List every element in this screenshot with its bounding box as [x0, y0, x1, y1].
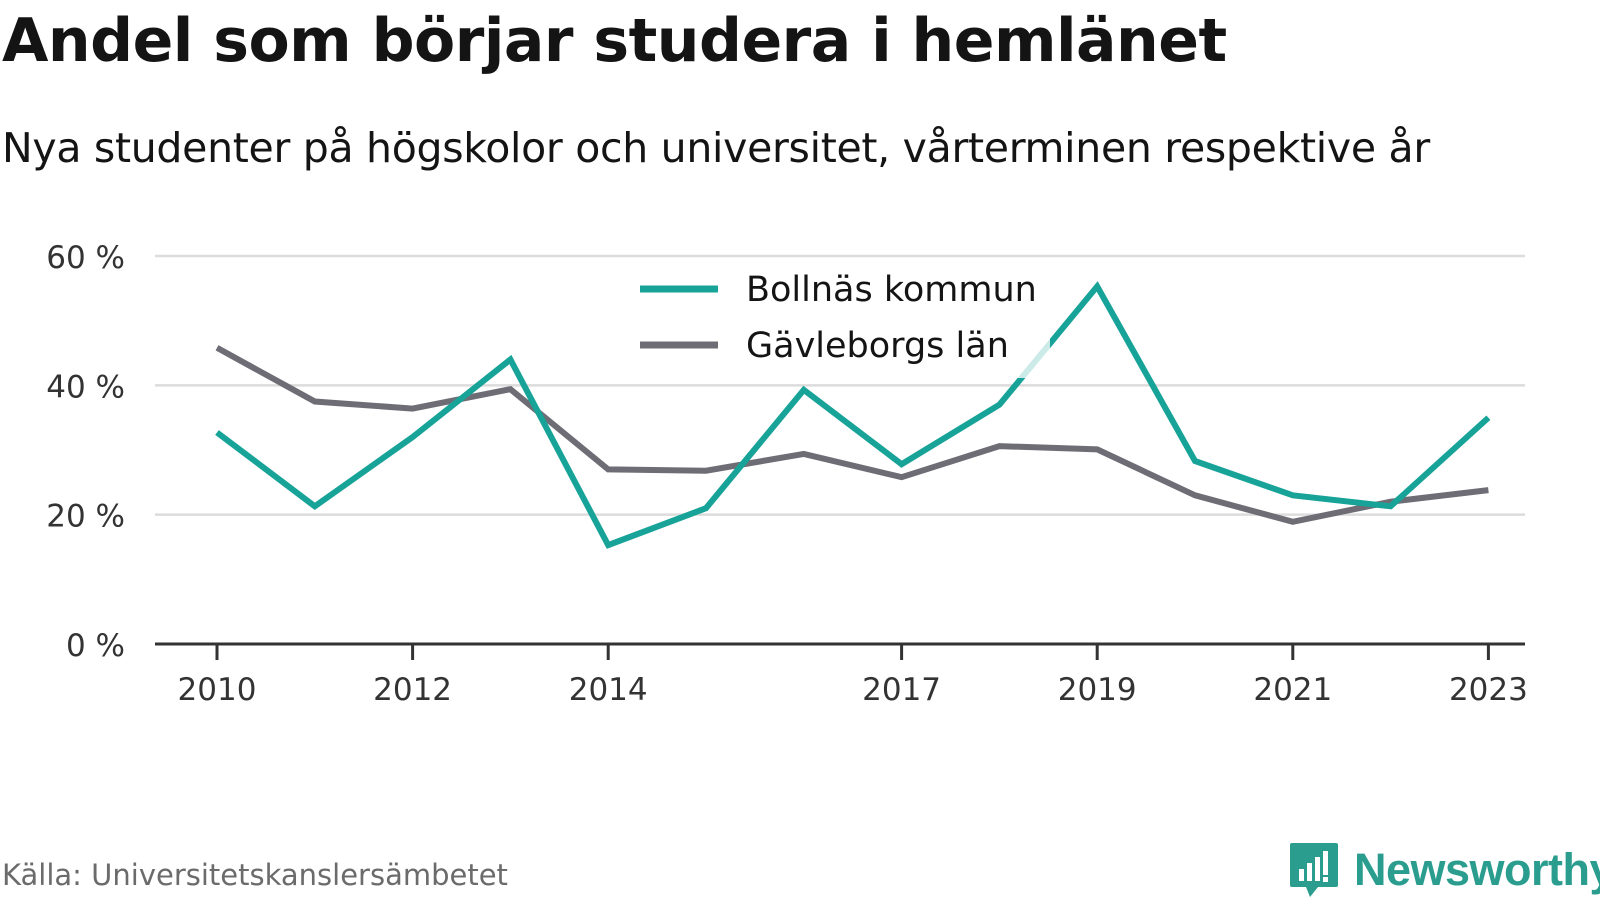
chart-subtitle: Nya studenter på högskolor och universit… — [2, 124, 1430, 172]
legend-label: Gävleborgs län — [746, 326, 1009, 366]
y-tick-label: 0 % — [66, 628, 125, 664]
x-tick-label: 2010 — [178, 672, 257, 708]
brand: Newsworthy — [1288, 840, 1600, 900]
x-tick-label: 2017 — [862, 672, 941, 708]
legend-label: Bollnäs kommun — [746, 270, 1037, 310]
newsworthy-logo-icon — [1290, 843, 1338, 897]
x-tick-label: 2019 — [1058, 672, 1137, 708]
y-tick-label: 40 % — [46, 369, 125, 405]
brand-name: Newsworthy — [1354, 844, 1600, 895]
x-tick-label: 2014 — [569, 672, 648, 708]
source-note: Källa: Universitetskanslersämbetet — [2, 858, 508, 892]
series-line — [215, 345, 1489, 525]
y-tick-label: 60 % — [46, 240, 125, 276]
x-tick-label: 2023 — [1449, 672, 1528, 708]
x-tick-label: 2021 — [1253, 672, 1332, 708]
legend-background — [632, 258, 1050, 378]
series-line — [215, 281, 1491, 549]
x-tick-label: 2012 — [373, 672, 452, 708]
y-tick-label: 20 % — [46, 499, 125, 535]
chart-title: Andel som börjar studera i hemlänet — [2, 6, 1227, 76]
